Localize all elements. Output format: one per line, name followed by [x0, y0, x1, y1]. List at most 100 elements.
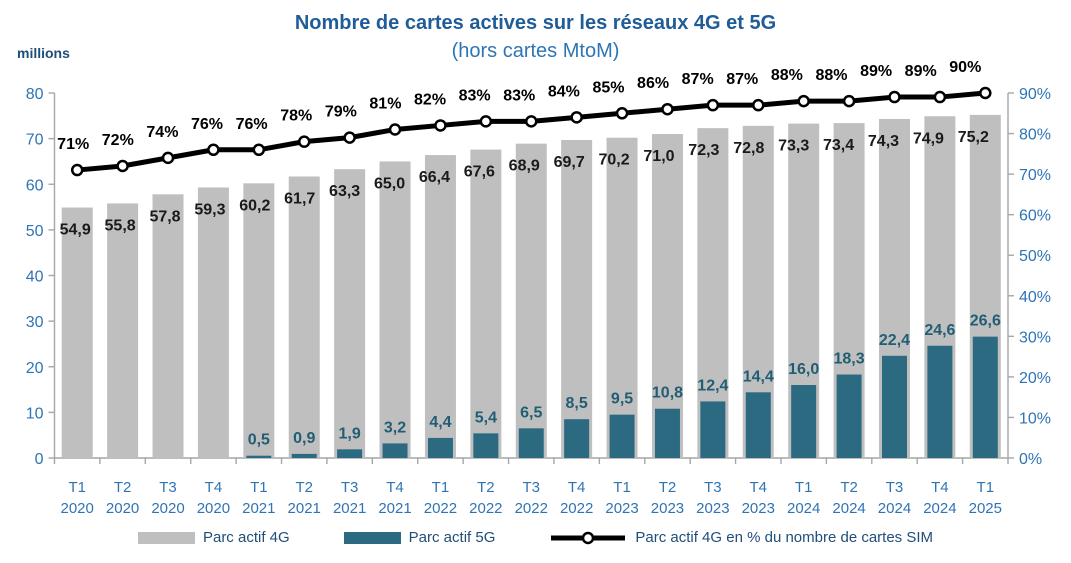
bar-5g: [700, 401, 726, 458]
x-axis-year-label: 2021: [242, 500, 275, 517]
chart-subtitle: (hors cartes MtoM): [451, 40, 620, 62]
x-axis-quarter-label: T2: [840, 479, 858, 496]
legend-line-marker-icon: [551, 531, 626, 544]
x-axis-year-label: 2023: [605, 500, 638, 517]
bar-4g-value-label: 59,3: [194, 201, 225, 218]
bar-4g-value-label: 61,7: [284, 190, 315, 207]
x-axis-year-label: 2023: [651, 500, 684, 517]
bar-5g-value-label: 3,2: [384, 419, 406, 436]
chart-plot-area: millions 0 10 20 30 40 50 60 70 80 0% 10% 20% 30% 40% 5…: [17, 45, 1051, 517]
bar-4g-value-label: 69,7: [554, 154, 585, 171]
x-axis-year-label: 2022: [469, 500, 502, 517]
pct-value-label: 87%: [726, 71, 758, 88]
bar-4g-value-label: 75,2: [958, 129, 989, 146]
pct-value-label: 74%: [146, 124, 178, 141]
bar-5g: [927, 345, 953, 458]
x-axis-year-label: 2021: [288, 500, 321, 517]
legend-item-5g: Parc actif 5G: [343, 529, 495, 546]
x-axis-year-label: 2022: [424, 500, 457, 517]
left-axis-tick-label: 70: [26, 132, 44, 149]
bar-4g-value-label: 54,9: [60, 222, 91, 239]
x-axis-quarter-label: T3: [704, 479, 722, 496]
x-axis-quarter-label: T1: [432, 479, 450, 496]
x-axis-year-label: 2020: [61, 500, 94, 517]
pct-value-label: 79%: [325, 104, 357, 121]
bar-5g: [246, 455, 272, 458]
pct-marker: [434, 119, 447, 132]
x-axis-quarter-label: T4: [568, 479, 586, 496]
left-axis-tick-label: 30: [26, 314, 44, 331]
left-axis-tick-label: 10: [26, 405, 44, 422]
chart-legend: Parc actif 4G Parc actif 5G Parc actif 4…: [0, 529, 1071, 546]
bar-5g: [972, 336, 998, 458]
bar-4g-value-label: 70,2: [598, 152, 629, 169]
bar-5g-value-label: 9,5: [611, 391, 633, 408]
bar-5g-value-label: 24,6: [924, 322, 955, 339]
bar-4g: [561, 139, 593, 458]
pct-value-label: 83%: [459, 87, 491, 104]
pct-marker: [979, 86, 992, 100]
bar-4g-value-label: 73,4: [823, 137, 854, 154]
right-axis-tick-label: 50%: [1019, 248, 1051, 265]
right-axis-tick-label: 40%: [1019, 289, 1051, 306]
x-axis-quarter-label: T2: [114, 479, 132, 496]
left-axis-tick-label: 80: [26, 86, 44, 103]
pct-value-label: 78%: [280, 108, 312, 125]
pct-marker: [752, 98, 765, 112]
bar-5g-value-label: 18,3: [834, 351, 865, 368]
pct-value-label: 86%: [637, 75, 669, 92]
pct-marker: [525, 115, 538, 128]
x-axis-year-label: 2024: [923, 500, 956, 517]
bar-5g-value-label: 22,4: [879, 332, 910, 349]
bar-5g: [518, 428, 544, 458]
bar-4g-value-label: 66,4: [419, 169, 450, 186]
pct-value-label: 82%: [414, 91, 446, 108]
left-axis-tick-label: 0: [35, 451, 44, 468]
bar-4g-value-label: 67,6: [464, 164, 495, 181]
x-axis-year-label: 2020: [197, 500, 230, 517]
pct-value-label: 76%: [236, 116, 268, 133]
pct-marker: [343, 131, 356, 144]
bar-4g: [288, 176, 320, 458]
bar-5g-value-label: 0,5: [248, 432, 270, 449]
bar-5g-value-label: 4,4: [429, 414, 451, 431]
right-axis-tick-label: 30%: [1019, 329, 1051, 346]
pct-marker: [797, 94, 810, 108]
legend-swatch-4g-icon: [137, 531, 195, 544]
pct-value-label: 83%: [503, 87, 535, 104]
right-axis-tick-label: 80%: [1019, 127, 1051, 144]
pct-marker: [297, 135, 311, 148]
pct-value-label: 76%: [191, 116, 223, 133]
pct-marker: [570, 111, 583, 124]
right-axis-tick-label: 10%: [1019, 410, 1051, 427]
right-axis-tick-label: 90%: [1019, 86, 1051, 103]
x-axis-quarter-label: T1: [795, 479, 813, 496]
bar-4g: [379, 161, 411, 458]
pct-value-label: 87%: [682, 71, 714, 88]
x-axis-year-label: 2020: [151, 500, 184, 517]
pct-marker: [842, 94, 856, 108]
x-axis-quarter-label: T4: [205, 479, 223, 496]
legend-label-pct-line: Parc actif 4G en % du nombre de cartes S…: [635, 529, 934, 546]
pct-value-label: 85%: [592, 79, 624, 96]
legend-label-4g: Parc actif 4G: [202, 529, 290, 546]
pct-marker: [933, 90, 947, 104]
bar-5g-value-label: 6,5: [520, 404, 542, 421]
bar-4g: [334, 169, 366, 458]
bar-5g: [881, 355, 907, 458]
pct-marker: [388, 123, 402, 136]
pct-value-label: 81%: [369, 96, 401, 113]
bar-5g: [791, 385, 817, 458]
pct-marker: [706, 98, 720, 112]
x-axis-year-label: 2024: [878, 500, 911, 517]
bar-5g-value-label: 5,4: [475, 409, 497, 426]
bar-4g-value-label: 63,3: [329, 183, 360, 200]
x-axis-quarter-label: T3: [159, 479, 177, 496]
bar-5g-value-label: 8,5: [566, 395, 588, 412]
bar-5g: [654, 408, 680, 458]
x-axis-year-label: 2024: [832, 500, 865, 517]
bar-4g: [470, 149, 502, 458]
bar-5g: [564, 419, 590, 458]
left-axis-unit-label: millions: [17, 45, 70, 61]
bar-4g: [152, 194, 184, 458]
